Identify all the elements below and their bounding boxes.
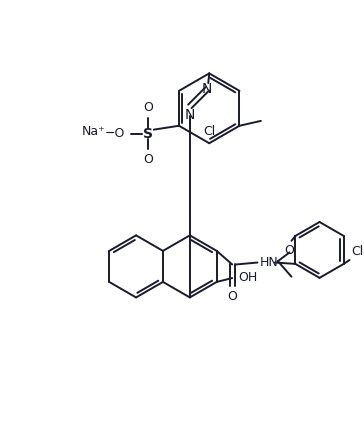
Text: Na⁺: Na⁺ xyxy=(82,125,105,138)
Text: O: O xyxy=(285,244,294,257)
Text: Cl: Cl xyxy=(352,245,364,258)
Text: N: N xyxy=(202,82,213,96)
Text: N: N xyxy=(185,108,195,122)
Text: Cl: Cl xyxy=(203,126,215,138)
Text: O: O xyxy=(143,153,153,166)
Text: O: O xyxy=(143,101,153,114)
Text: −O: −O xyxy=(104,127,125,140)
Text: S: S xyxy=(143,126,153,141)
Text: O: O xyxy=(227,290,237,303)
Text: HN: HN xyxy=(260,256,278,269)
Text: OH: OH xyxy=(238,270,257,283)
